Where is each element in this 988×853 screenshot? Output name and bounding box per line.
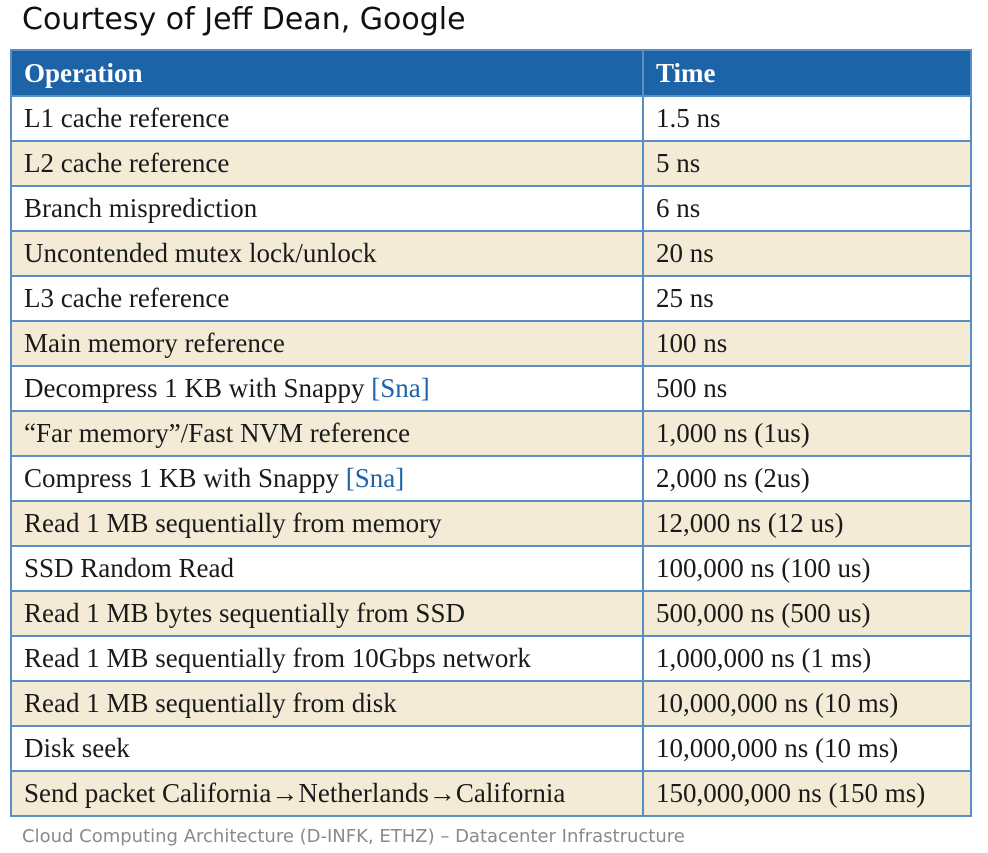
operation-label: Compress 1 KB with Snappy: [24, 463, 340, 493]
table-row: Read 1 MB bytes sequentially from SSD 500…: [10, 590, 972, 637]
operation-cell: SSD Random Read: [10, 545, 644, 592]
table-body: L1 cache reference 1.5 ns L2 cache referen…: [10, 95, 972, 817]
time-cell: 5 ns: [642, 140, 972, 187]
time-cell: 500,000 ns (500 us): [642, 590, 972, 637]
operation-label: L2 cache reference: [24, 148, 230, 178]
table-row: Send packet California→Netherlands→Calif…: [10, 770, 972, 817]
operation-cell: Read 1 MB sequentially from memory: [10, 500, 644, 547]
operation-cell: Read 1 MB sequentially from 10Gbps netwo…: [10, 635, 644, 682]
table-row: Decompress 1 KB with Snappy [Sna] 500 ns: [10, 365, 972, 412]
time-cell: 500 ns: [642, 365, 972, 412]
table-row: Disk seek 10,000,000 ns (10 ms): [10, 725, 972, 772]
table-row: Read 1 MB sequentially from memory 12,000…: [10, 500, 972, 547]
citation-link[interactable]: [Sna]: [371, 373, 430, 403]
time-cell: 20 ns: [642, 230, 972, 277]
time-cell: 10,000,000 ns (10 ms): [642, 725, 972, 772]
operation-label: SSD Random Read: [24, 553, 235, 583]
operation-label: Decompress 1 KB with Snappy: [24, 373, 365, 403]
time-cell: 100,000 ns (100 us): [642, 545, 972, 592]
table-row: Compress 1 KB with Snappy [Sna] 2,000 ns …: [10, 455, 972, 502]
operation-cell: Uncontended mutex lock/unlock: [10, 230, 644, 277]
time-cell: 6 ns: [642, 185, 972, 232]
operation-column-header: Operation: [10, 49, 644, 97]
operation-cell: Decompress 1 KB with Snappy [Sna]: [10, 365, 644, 412]
citation-link[interactable]: [Sna]: [345, 463, 405, 493]
operation-label: Read 1 MB sequentially from memory: [24, 508, 442, 538]
table-row: SSD Random Read 100,000 ns (100 us): [10, 545, 972, 592]
table-row: L3 cache reference 25 ns: [10, 275, 972, 322]
time-cell: 12,000 ns (12 us): [642, 500, 972, 547]
operation-label: Read 1 MB sequentially from disk: [24, 688, 397, 718]
time-cell: 1,000,000 ns (1 ms): [642, 635, 972, 682]
operation-cell: L2 cache reference: [10, 140, 644, 187]
operation-label: Send packet California→Netherlands→Calif…: [24, 778, 566, 808]
slide-title: Courtesy of Jeff Dean, Google: [22, 2, 466, 37]
time-cell: 25 ns: [642, 275, 972, 322]
operation-label: Disk seek: [24, 733, 130, 763]
operation-cell: Send packet California→Netherlands→Calif…: [10, 770, 644, 817]
operation-label: Read 1 MB sequentially from 10Gbps netwo…: [24, 643, 531, 673]
operation-cell: Disk seek: [10, 725, 644, 772]
table-row: Uncontended mutex lock/unlock 20 ns: [10, 230, 972, 277]
slide-footer: Cloud Computing Architecture (D-INFK, ET…: [22, 826, 685, 847]
operation-cell: Main memory reference: [10, 320, 644, 367]
table-row: “Far memory”/Fast NVM reference 1,000 ns …: [10, 410, 972, 457]
table-row: L2 cache reference 5 ns: [10, 140, 972, 187]
time-cell: 1.5 ns: [642, 95, 972, 142]
operation-cell: L3 cache reference: [10, 275, 644, 322]
time-cell: 100 ns: [642, 320, 972, 367]
table-row: L1 cache reference 1.5 ns: [10, 95, 972, 142]
header-row: Operation Time: [10, 49, 972, 97]
operation-cell: “Far memory”/Fast NVM reference: [10, 410, 644, 457]
operation-label: L3 cache reference: [24, 283, 230, 313]
operation-label: L1 cache reference: [24, 103, 230, 133]
time-cell: 2,000 ns (2us): [642, 455, 972, 502]
table-row: Main memory reference 100 ns: [10, 320, 972, 367]
operation-cell: Compress 1 KB with Snappy [Sna]: [10, 455, 644, 502]
operation-label: Main memory reference: [24, 328, 285, 358]
operation-cell: Read 1 MB bytes sequentially from SSD: [10, 590, 644, 637]
table-row: Branch misprediction 6 ns: [10, 185, 972, 232]
operation-label: Read 1 MB bytes sequentially from SSD: [24, 598, 465, 628]
time-cell: 10,000,000 ns (10 ms): [642, 680, 972, 727]
operation-cell: Read 1 MB sequentially from disk: [10, 680, 644, 727]
operation-label: Branch misprediction: [24, 193, 258, 223]
time-cell: 1,000 ns (1us): [642, 410, 972, 457]
operation-cell: Branch misprediction: [10, 185, 644, 232]
time-cell: 150,000,000 ns (150 ms): [642, 770, 972, 817]
table-row: Read 1 MB sequentially from disk 10,000,0…: [10, 680, 972, 727]
time-column-header: Time: [642, 49, 972, 97]
table-row: Read 1 MB sequentially from 10Gbps netwo…: [10, 635, 972, 682]
operation-cell: L1 cache reference: [10, 95, 644, 142]
operation-label: “Far memory”/Fast NVM reference: [24, 418, 411, 448]
latency-table: Operation Time L1 cache reference 1.5 ns L…: [10, 49, 972, 817]
operation-label: Uncontended mutex lock/unlock: [24, 238, 377, 268]
table-header: Operation Time: [10, 49, 972, 97]
